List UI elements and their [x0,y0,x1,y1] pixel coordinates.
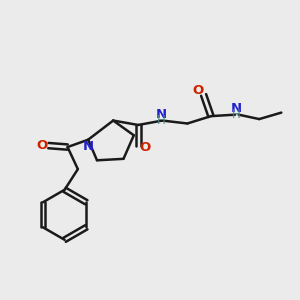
Text: N: N [231,102,242,115]
Text: H: H [157,114,165,127]
Text: O: O [192,84,203,97]
Text: O: O [36,139,48,152]
Text: N: N [82,140,94,153]
Text: O: O [139,141,150,154]
Text: H: H [232,108,241,121]
Text: N: N [155,108,167,121]
